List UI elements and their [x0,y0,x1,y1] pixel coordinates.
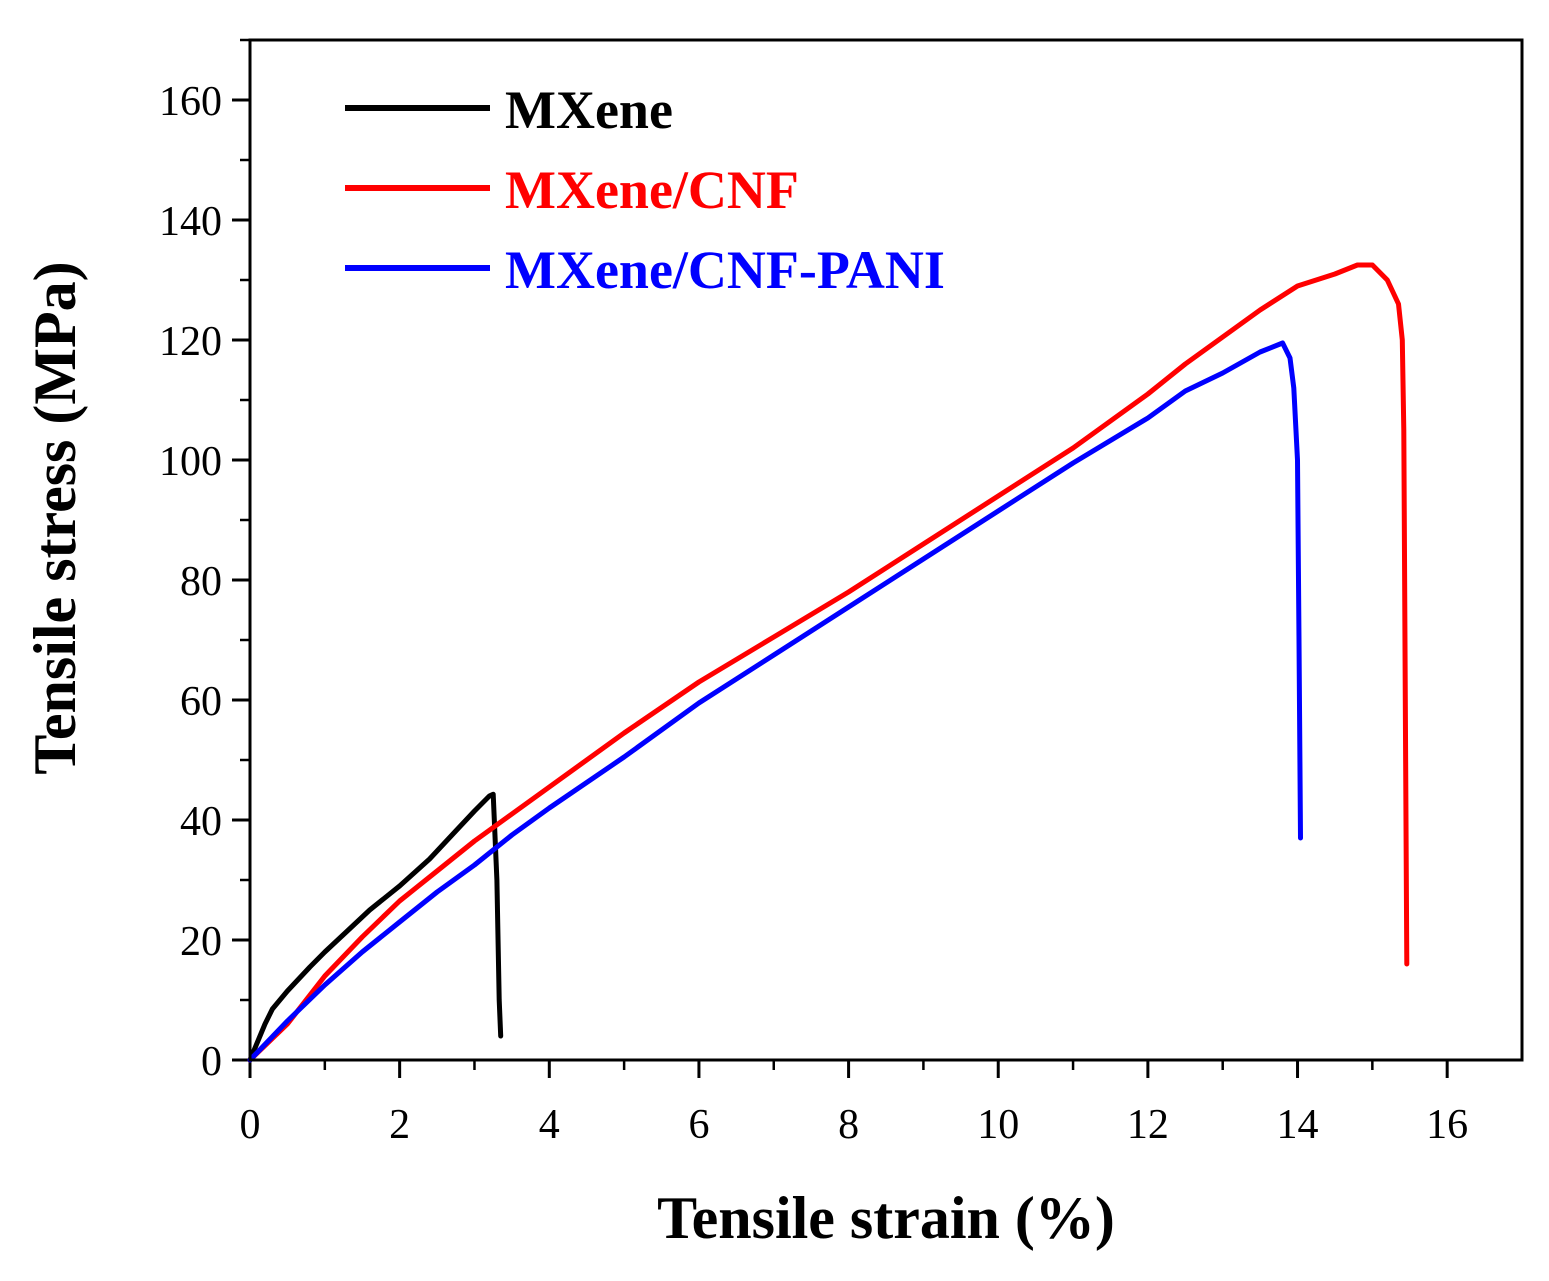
x-tick-label: 10 [977,1102,1019,1148]
x-tick-label: 16 [1426,1102,1468,1148]
series-layer [247,262,1410,1063]
x-tick-label: 12 [1127,1102,1169,1148]
legend-label-mxene-cnf-pani: MXene/CNF-PANI [505,240,945,300]
y-tick-label: 40 [180,799,222,845]
y-tick-labels: 0 20 40 60 80 100 120 140 160 [159,79,222,1085]
x-tick-label: 6 [688,1102,709,1148]
x-axis-title: Tensile strain (%) [657,1185,1115,1251]
series-line-mxene [247,791,504,1063]
x-tick-label: 8 [838,1102,859,1148]
y-axis-title: Tensile stress (MPa) [22,261,88,774]
y-tick-label: 120 [159,319,222,365]
y-tick-label: 80 [180,559,222,605]
plot-frame [248,38,1524,1062]
y-tick-label: 60 [180,679,222,725]
x-tick-labels: 0 2 4 6 8 10 12 14 16 [240,1102,1469,1148]
minor-ticks [240,38,1374,1070]
x-tick-label: 0 [240,1102,261,1148]
x-tick-label: 2 [389,1102,410,1148]
legend-label-mxene: MXene [505,80,673,140]
series-line-mxene-cnf [247,262,1410,1063]
major-ticks [232,98,1449,1078]
x-tick-label: 14 [1277,1102,1319,1148]
y-tick-label: 0 [201,1039,222,1085]
legend: MXene MXene/CNF MXene/CNF-PANI [345,80,945,300]
series-line-mxene-cnf-pani [247,340,1303,1063]
x-tick-label: 4 [539,1102,560,1148]
y-tick-label: 20 [180,919,222,965]
legend-label-mxene-cnf: MXene/CNF [505,160,799,220]
y-tick-label: 100 [159,439,222,485]
y-tick-label: 140 [159,199,222,245]
y-tick-label: 160 [159,79,222,125]
